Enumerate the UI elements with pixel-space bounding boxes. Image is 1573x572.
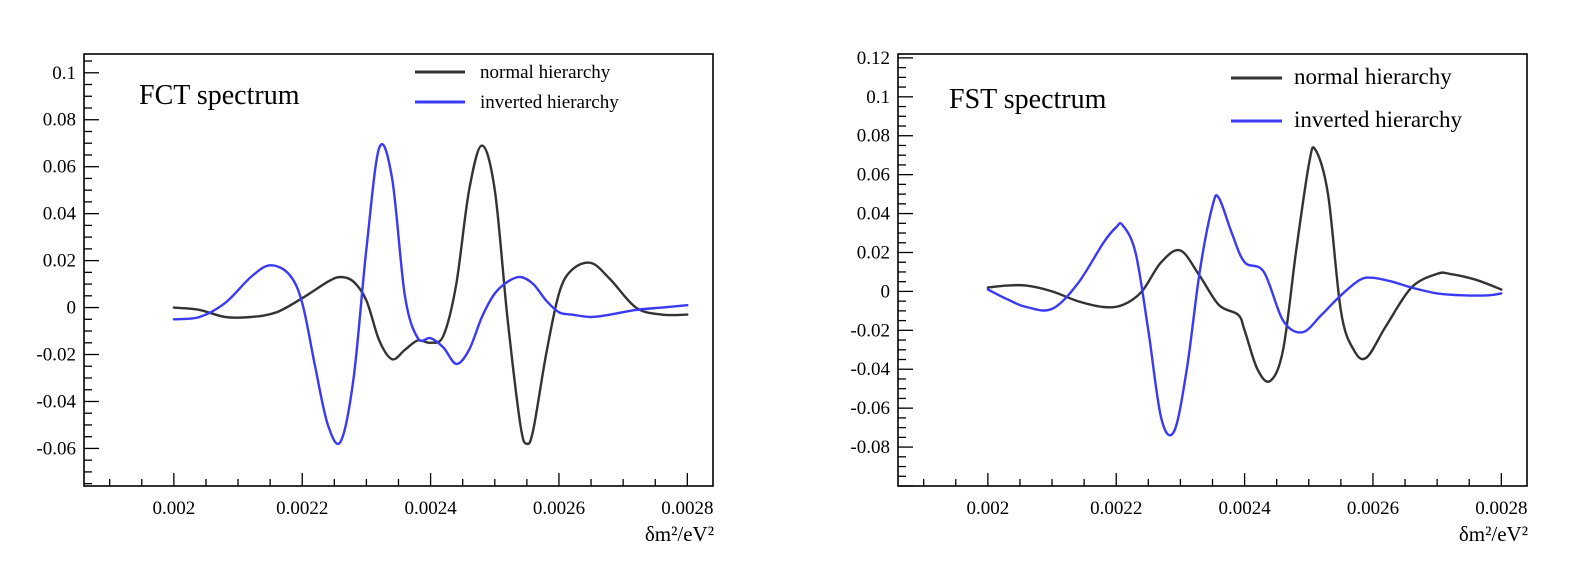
x-axis-label: δm²/eV²	[645, 522, 714, 546]
x-tick-label: 0.0028	[661, 498, 713, 519]
y-tick-label: 0.04	[857, 204, 891, 225]
y-tick-label: -0.02	[36, 345, 76, 366]
chart-title: FST spectrum	[949, 84, 1107, 115]
legend-label: inverted hierarchy	[480, 92, 619, 113]
plot-frame	[83, 53, 714, 487]
x-tick-label: 0.002	[152, 498, 195, 519]
y-tick-label: 0	[881, 281, 891, 302]
series-line-inverted-hierarchy	[172, 143, 689, 446]
legend: normal hierarchy inverted hierarchy	[1231, 64, 1462, 132]
x-tick-label: 0.0028	[1475, 498, 1527, 519]
legend-label: inverted hierarchy	[1294, 107, 1462, 132]
x-tick-label: 0.0024	[1218, 498, 1271, 519]
legend-label: normal hierarchy	[1294, 64, 1452, 89]
y-tick-label: 0.02	[43, 251, 76, 272]
y-tick-label: 0.1	[52, 63, 76, 84]
legend: normal hierarchy inverted hierarchy	[415, 62, 619, 113]
y-tick-label: 0.08	[43, 110, 76, 131]
y-tick-label: 0.1	[866, 87, 890, 108]
series-line-inverted-hierarchy	[986, 194, 1503, 437]
x-tick-label: 0.0022	[1090, 498, 1142, 519]
series-line-normal-hierarchy	[986, 146, 1503, 383]
y-tick-label: 0.06	[43, 157, 76, 178]
y-tick-label: -0.06	[850, 398, 890, 419]
y-tick-label: 0.12	[857, 48, 890, 69]
y-tick-label: -0.04	[850, 359, 890, 380]
chart-panel-2: 0.002 0.0022 0.0024 0.0026 0.0028 -0.08 -0.06 -…	[850, 48, 1528, 546]
y-tick-label: -0.04	[36, 391, 76, 412]
y-tick-label: 0.06	[857, 165, 890, 186]
x-tick-label: 0.0026	[1347, 498, 1399, 519]
x-tick-label: 0.0026	[533, 498, 585, 519]
x-tick-label: 0.0024	[404, 498, 457, 519]
y-tick-label: -0.08	[850, 437, 890, 458]
x-axis-label: δm²/eV²	[1459, 522, 1528, 546]
legend-label: normal hierarchy	[480, 62, 611, 83]
chart-title: FCT spectrum	[139, 80, 300, 111]
series-line-normal-hierarchy	[172, 144, 689, 446]
y-tick-label: 0.08	[857, 126, 890, 147]
x-tick-label: 0.002	[966, 498, 1009, 519]
chart-panel-1: 0.002 0.0022 0.0024 0.0026 0.0028 -0.06 -0.04 -…	[36, 53, 714, 546]
y-tick-label: -0.02	[850, 320, 890, 341]
y-tick-label: -0.06	[36, 438, 76, 459]
y-tick-label: 0.02	[857, 242, 890, 263]
x-tick-label: 0.0022	[276, 498, 328, 519]
y-tick-label: 0	[67, 298, 77, 319]
y-tick-label: 0.04	[43, 204, 77, 225]
